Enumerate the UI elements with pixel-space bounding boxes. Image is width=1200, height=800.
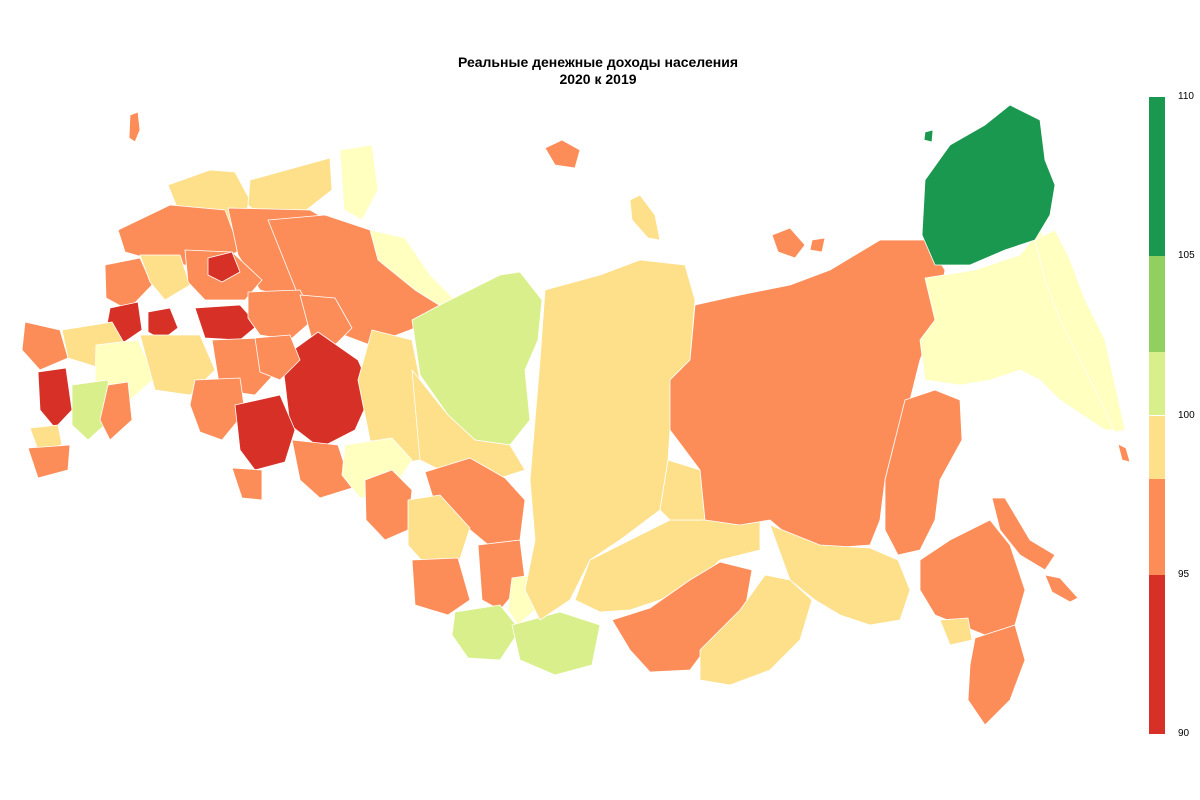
- region-yamal-north-island: [630, 195, 660, 240]
- legend-band: [1149, 352, 1165, 416]
- color-legend: [1149, 97, 1165, 734]
- region-belarus-border: [22, 322, 68, 370]
- region-evenkia-south: [660, 460, 705, 520]
- legend-tick-label: 90: [1178, 728, 1189, 739]
- legend-band: [1149, 479, 1165, 575]
- region-nenets: [340, 145, 378, 220]
- region-jewish-ao: [940, 618, 972, 645]
- region-new-siberian-islands: [772, 228, 805, 258]
- region-kemerovo: [412, 558, 470, 615]
- region-tyva: [512, 612, 600, 675]
- region-primorye: [968, 625, 1025, 725]
- region-sakhalin-south: [1045, 575, 1078, 602]
- region-kuril-islands: [1118, 444, 1130, 462]
- region-astrakhan: [232, 468, 262, 500]
- region-kolguev-island: [810, 238, 825, 252]
- russia-choropleth-map: [0, 0, 1140, 800]
- region-krasnodar: [28, 445, 70, 478]
- region-novaya-zemlya: [129, 112, 140, 142]
- region-saratov: [235, 395, 295, 470]
- legend-tick-label: 105: [1178, 250, 1195, 261]
- legend-band: [1149, 97, 1165, 256]
- region-omsk: [365, 470, 412, 540]
- legend-band: [1149, 575, 1165, 734]
- legend-tick-label: 100: [1178, 410, 1195, 421]
- legend-band: [1149, 256, 1165, 352]
- legend-tick-label: 95: [1178, 569, 1189, 580]
- legend-band: [1149, 416, 1165, 480]
- region-wrangel-island: [924, 130, 933, 142]
- region-bryansk: [38, 368, 72, 428]
- legend-tick-label: 110: [1178, 91, 1194, 102]
- region-franz-josef-islands: [545, 140, 580, 168]
